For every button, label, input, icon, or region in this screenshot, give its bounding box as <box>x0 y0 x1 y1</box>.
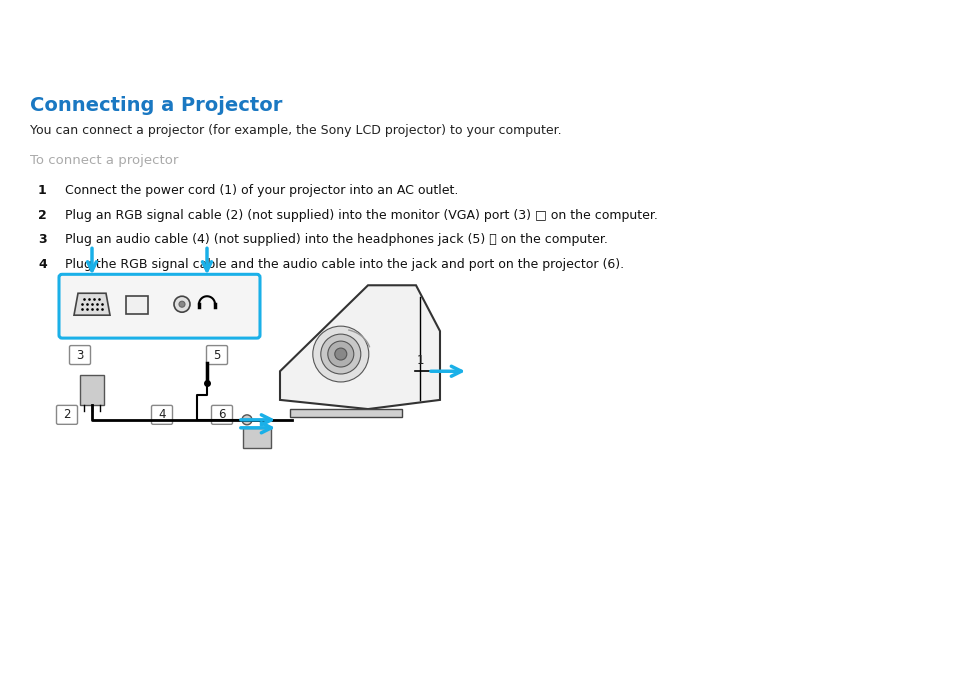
Text: Connecting a Projector: Connecting a Projector <box>30 96 282 115</box>
Text: Plug an audio cable (4) (not supplied) into the headphones jack (5) ⤧ on the com: Plug an audio cable (4) (not supplied) i… <box>65 233 607 247</box>
Circle shape <box>313 326 369 382</box>
FancyBboxPatch shape <box>409 350 430 369</box>
FancyBboxPatch shape <box>206 346 227 365</box>
Text: 1: 1 <box>38 183 47 197</box>
FancyBboxPatch shape <box>70 346 91 365</box>
Circle shape <box>328 341 354 367</box>
Circle shape <box>320 334 360 374</box>
Text: 2: 2 <box>38 208 47 222</box>
FancyBboxPatch shape <box>212 405 233 425</box>
Circle shape <box>173 297 190 312</box>
Bar <box>290 409 401 417</box>
Text: Using Peripheral Devices: Using Peripheral Devices <box>850 32 953 42</box>
Text: Plug an RGB signal cable (2) (not supplied) into the monitor (VGA) port (3) □ on: Plug an RGB signal cable (2) (not suppli… <box>65 208 658 222</box>
Text: 4: 4 <box>38 258 47 272</box>
Text: Plug the RGB signal cable and the audio cable into the jack and port on the proj: Plug the RGB signal cable and the audio … <box>65 258 623 272</box>
Bar <box>80 375 104 405</box>
Text: To connect a projector: To connect a projector <box>30 154 178 166</box>
Polygon shape <box>74 293 110 315</box>
Text: 3: 3 <box>38 233 47 247</box>
FancyBboxPatch shape <box>152 405 172 425</box>
Text: 5: 5 <box>213 348 220 361</box>
Circle shape <box>179 301 185 307</box>
Text: ►: ► <box>927 9 935 19</box>
Text: 4: 4 <box>158 408 166 421</box>
Polygon shape <box>280 285 439 409</box>
Text: 100: 100 <box>902 7 928 20</box>
Text: 1: 1 <box>416 354 423 367</box>
Circle shape <box>242 415 252 425</box>
FancyBboxPatch shape <box>56 405 77 425</box>
Bar <box>126 297 148 314</box>
Bar <box>243 428 271 448</box>
Text: 3: 3 <box>76 348 84 361</box>
Circle shape <box>335 348 347 360</box>
Text: ◄: ◄ <box>895 9 902 19</box>
Text: Connect the power cord (1) of your projector into an AC outlet.: Connect the power cord (1) of your proje… <box>65 183 457 197</box>
Text: You can connect a projector (for example, the Sony LCD projector) to your comput: You can connect a projector (for example… <box>30 124 561 137</box>
Text: 2: 2 <box>63 408 71 421</box>
Text: 6: 6 <box>218 408 226 421</box>
FancyBboxPatch shape <box>59 274 260 338</box>
